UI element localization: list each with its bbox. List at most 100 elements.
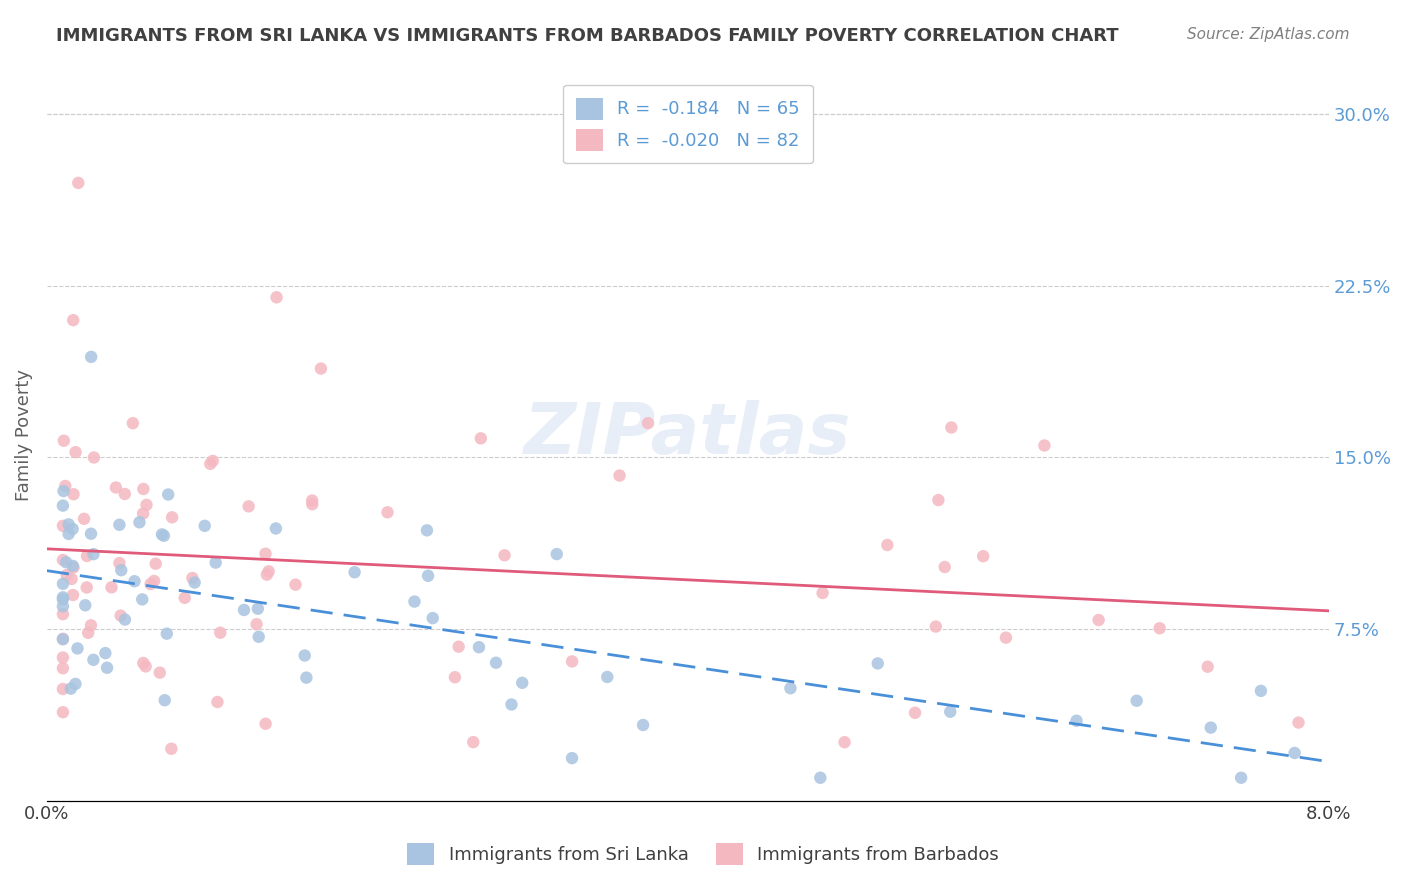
Point xyxy=(67,176,90,190)
Point xyxy=(779,681,801,696)
Point xyxy=(257,565,280,579)
Point xyxy=(510,675,533,690)
Point xyxy=(927,493,949,508)
Point xyxy=(284,577,307,591)
Point xyxy=(52,681,75,696)
Point xyxy=(160,741,183,756)
Point xyxy=(62,522,84,536)
Point xyxy=(108,517,131,532)
Point xyxy=(156,626,179,640)
Point xyxy=(1033,438,1056,452)
Point xyxy=(62,588,84,602)
Point xyxy=(65,445,87,459)
Point xyxy=(52,576,75,591)
Point xyxy=(131,592,153,607)
Point xyxy=(181,571,204,585)
Point xyxy=(52,553,75,567)
Point xyxy=(132,482,155,496)
Point xyxy=(66,641,89,656)
Point xyxy=(55,568,77,582)
Point xyxy=(609,468,631,483)
Point xyxy=(59,681,82,696)
Point xyxy=(100,580,122,594)
Point xyxy=(62,487,84,501)
Point xyxy=(124,574,146,589)
Point xyxy=(52,632,75,647)
Point xyxy=(149,665,172,680)
Point xyxy=(160,510,183,524)
Point xyxy=(1066,714,1088,728)
Point xyxy=(110,608,132,623)
Point xyxy=(254,547,277,561)
Point xyxy=(904,706,927,720)
Legend: Immigrants from Sri Lanka, Immigrants from Barbados: Immigrants from Sri Lanka, Immigrants fr… xyxy=(398,834,1008,874)
Text: Source: ZipAtlas.com: Source: ZipAtlas.com xyxy=(1187,27,1350,42)
Point xyxy=(1288,715,1310,730)
Point xyxy=(183,575,205,590)
Point xyxy=(75,599,97,613)
Point xyxy=(96,661,118,675)
Point xyxy=(104,481,127,495)
Point xyxy=(463,735,485,749)
Point xyxy=(1087,613,1109,627)
Point xyxy=(76,581,98,595)
Point xyxy=(135,659,157,673)
Point xyxy=(58,517,80,532)
Point xyxy=(1199,721,1222,735)
Point xyxy=(485,656,508,670)
Point xyxy=(73,512,96,526)
Point xyxy=(82,547,104,561)
Point xyxy=(173,591,195,605)
Point xyxy=(256,567,278,582)
Legend: R =  -0.184   N = 65, R =  -0.020   N = 82: R = -0.184 N = 65, R = -0.020 N = 82 xyxy=(564,85,813,163)
Point xyxy=(422,611,444,625)
Point xyxy=(631,718,654,732)
Point xyxy=(114,487,136,501)
Point xyxy=(58,527,80,541)
Point xyxy=(52,705,75,719)
Point xyxy=(143,574,166,588)
Point xyxy=(444,670,467,684)
Point xyxy=(207,695,229,709)
Point xyxy=(939,705,962,719)
Point xyxy=(110,563,132,577)
Point xyxy=(501,698,523,712)
Point xyxy=(295,671,318,685)
Point xyxy=(1197,659,1219,673)
Point xyxy=(52,499,75,513)
Point xyxy=(561,751,583,765)
Point xyxy=(65,677,87,691)
Text: IMMIGRANTS FROM SRI LANKA VS IMMIGRANTS FROM BARBADOS FAMILY POVERTY CORRELATION: IMMIGRANTS FROM SRI LANKA VS IMMIGRANTS … xyxy=(56,27,1119,45)
Point xyxy=(209,625,232,640)
Point xyxy=(80,350,103,364)
Point xyxy=(139,577,162,591)
Point xyxy=(561,654,583,668)
Point xyxy=(1230,771,1253,785)
Point xyxy=(925,619,948,633)
Point xyxy=(132,656,155,670)
Point xyxy=(596,670,619,684)
Point xyxy=(808,771,831,785)
Point xyxy=(377,505,399,519)
Point xyxy=(128,516,150,530)
Point xyxy=(1125,694,1147,708)
Point xyxy=(246,601,269,615)
Point xyxy=(494,549,516,563)
Point xyxy=(83,450,105,465)
Point xyxy=(52,607,75,622)
Point xyxy=(204,556,226,570)
Point xyxy=(145,557,167,571)
Point xyxy=(416,568,439,582)
Point xyxy=(343,566,366,580)
Point xyxy=(62,313,84,327)
Point xyxy=(294,648,316,663)
Point xyxy=(1250,684,1272,698)
Point xyxy=(994,631,1017,645)
Point xyxy=(52,661,75,675)
Point xyxy=(76,549,98,563)
Point xyxy=(941,420,963,434)
Point xyxy=(264,521,287,535)
Point xyxy=(934,560,956,574)
Y-axis label: Family Poverty: Family Poverty xyxy=(15,368,32,500)
Point xyxy=(1284,746,1306,760)
